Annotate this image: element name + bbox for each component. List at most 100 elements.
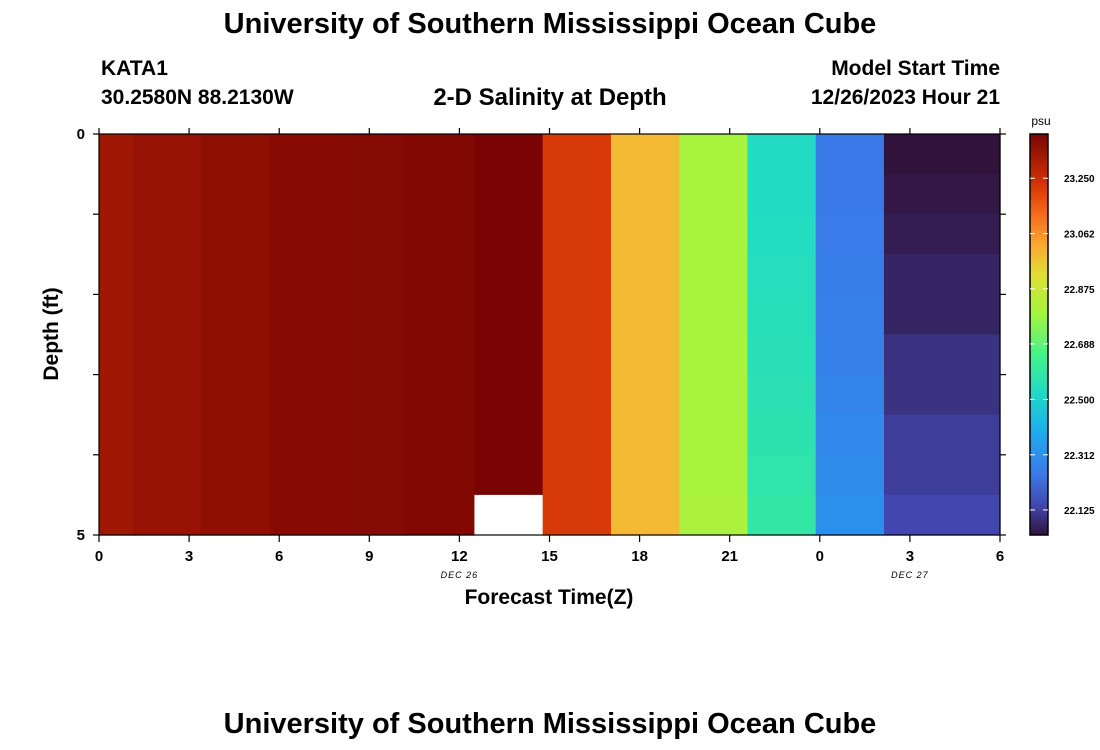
heatmap-cell [99,254,134,295]
heatmap-cell [201,174,271,215]
model-start-value: 12/26/2023 Hour 21 [810,86,1000,109]
heatmap-cell [201,334,271,376]
heatmap-cell [474,214,544,255]
heatmap-cell [474,414,544,456]
heatmap-cell [201,254,271,295]
colorbar-tick-label: 22.500 [1064,395,1095,406]
colorbar-tick-label: 23.250 [1064,174,1095,185]
heatmap-cell [610,294,680,336]
heatmap-cell [474,174,544,215]
heatmap-cell [406,174,476,215]
heatmap-cell [610,494,680,536]
heatmap-cell [99,414,134,456]
heatmap-cell [883,494,1001,536]
x-tick-label: 9 [365,548,373,565]
heatmap-cell [269,214,339,255]
heatmap-cell [883,454,1001,496]
page-title: University of Southern Mississippi Ocean… [223,8,877,40]
y-tick-label: 0 [77,126,85,143]
heatmap-cell [201,414,271,456]
chart-subtitle: 2-D Salinity at Depth [433,84,667,111]
heatmap-cell [406,374,476,416]
heatmap-cell [99,294,134,336]
heatmap-cell [679,254,749,295]
heatmap-cell [201,134,271,175]
heatmap-cell [337,454,407,496]
heatmap-cell [815,214,885,255]
heatmap-cell [610,414,680,456]
heatmap-cell [679,294,749,336]
colorbar-unit: psu [1031,114,1050,128]
heatmap-cell [99,454,134,496]
heatmap-cells [99,134,1001,536]
heatmap-cell [747,414,817,456]
x-tick-label: 15 [541,548,558,565]
heatmap-cell [883,134,1001,175]
heatmap-cell [337,174,407,215]
heatmap-cell [99,134,134,175]
heatmap-cell [337,494,407,536]
heatmap-cell [542,334,612,376]
heatmap-cell [610,214,680,255]
heatmap-cell [815,334,885,376]
heatmap-cell [406,494,476,536]
heatmap-cell [99,174,134,215]
heatmap-cell [133,374,202,416]
heatmap-cell [406,134,476,175]
heatmap-cell [610,254,680,295]
heatmap-cell [201,294,271,336]
heatmap-cell [337,414,407,456]
heatmap-cell [269,254,339,295]
heatmap-cell [269,414,339,456]
heatmap-cell [815,454,885,496]
heatmap-cell [474,254,544,295]
heatmap-cell [679,374,749,416]
colorbar-tick-label: 23.062 [1064,230,1095,241]
heatmap-cell [542,174,612,215]
heatmap-cell [406,294,476,336]
heatmap-cell [815,414,885,456]
heatmap-cell [747,454,817,496]
heatmap-cell [679,414,749,456]
heatmap-cell [201,214,271,255]
heatmap-cell [883,214,1001,255]
heatmap-cell [133,214,202,255]
heatmap-cell [201,454,271,496]
heatmap-cell [747,294,817,336]
heatmap-cell [815,294,885,336]
heatmap-cell [610,174,680,215]
heatmap-cell [133,454,202,496]
heatmap-cell [337,254,407,295]
y-axis-label: Depth (ft) [40,287,63,380]
date-label: DEC 27 [891,570,929,580]
heatmap-cell [337,374,407,416]
heatmap-cell [747,374,817,416]
date-label: DEC 26 [441,570,479,580]
heatmap-cell [679,334,749,376]
station-coordinates: 30.2580N 88.2130W [101,86,294,109]
heatmap-cell [269,174,339,215]
heatmap-cell [542,254,612,295]
x-tick-label: 0 [816,548,824,565]
x-tick-label: 21 [721,548,738,565]
colorbar-tick-label: 22.875 [1064,285,1095,296]
heatmap-cell [747,494,817,536]
heatmap-cell [269,334,339,376]
heatmap-cell [337,334,407,376]
y-tick-label: 5 [77,527,85,544]
heatmap-cell [883,254,1001,295]
heatmap-cell [269,134,339,175]
heatmap-cell [133,414,202,456]
x-tick-label: 6 [275,548,283,565]
heatmap-cell [406,454,476,496]
heatmap-cell [542,414,612,456]
heatmap-cell [883,374,1001,416]
heatmap-cell [610,334,680,376]
heatmap-cell [883,334,1001,376]
footer-title: University of Southern Mississippi Ocean… [223,708,877,740]
heatmap-cell [201,494,271,536]
heatmap-cell [542,214,612,255]
heatmap-cell [679,214,749,255]
